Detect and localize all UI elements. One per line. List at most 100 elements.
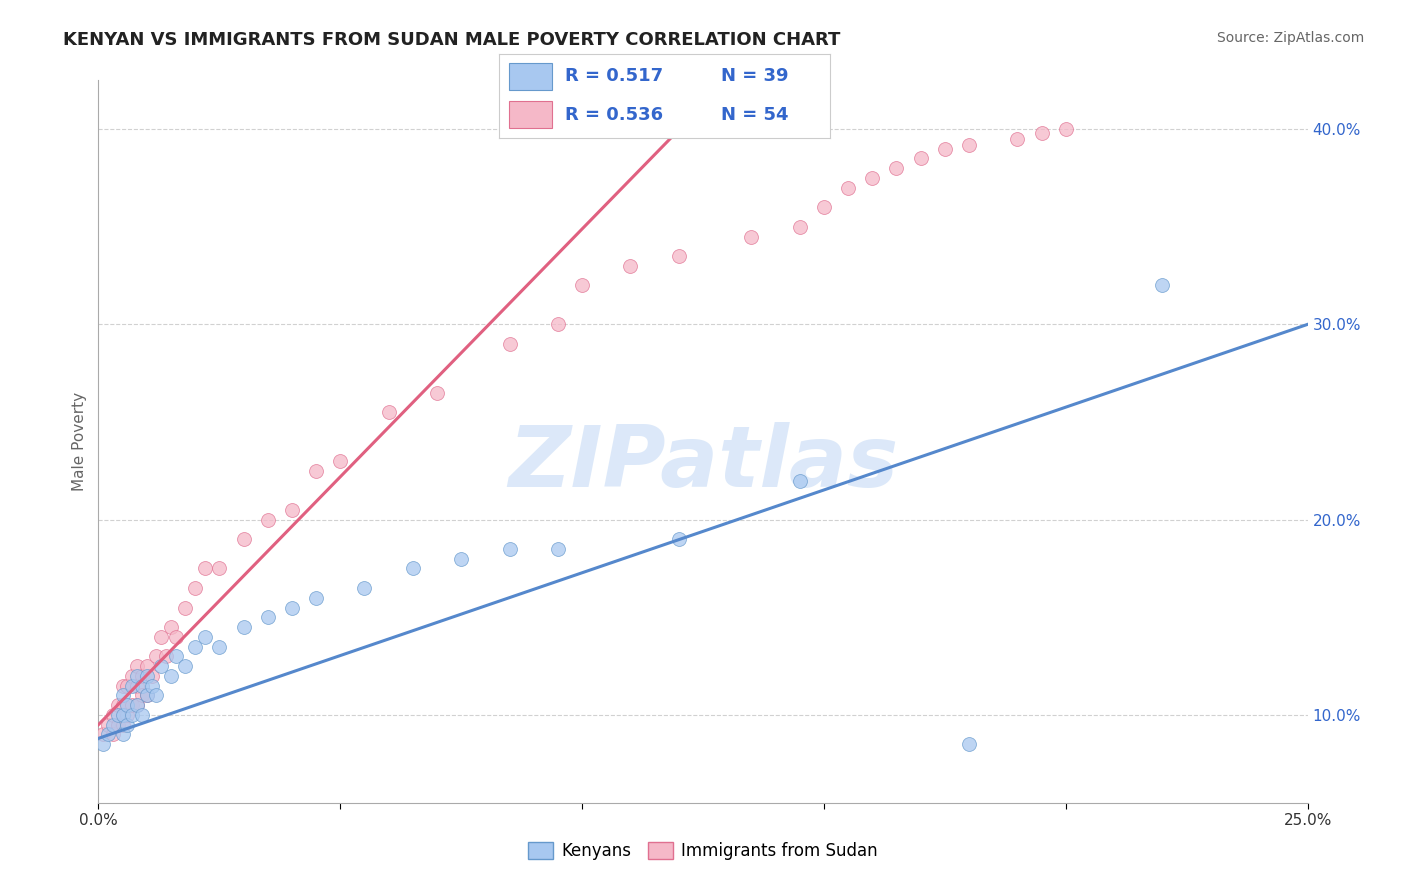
Point — [837, 180, 859, 194]
Point — [101, 717, 124, 731]
Point — [141, 679, 163, 693]
Point — [232, 532, 254, 546]
Point — [1152, 278, 1174, 293]
Point — [232, 620, 254, 634]
Point — [117, 717, 139, 731]
Bar — [509, 62, 553, 90]
Y-axis label: Male Poverty: Male Poverty — [72, 392, 87, 491]
Point — [97, 727, 120, 741]
Point — [107, 698, 129, 713]
Point — [174, 600, 197, 615]
Point — [117, 679, 139, 693]
Point — [498, 541, 520, 556]
Point — [127, 679, 149, 693]
Point — [111, 717, 134, 731]
Bar — [509, 101, 553, 128]
Point — [150, 630, 173, 644]
Point — [860, 170, 883, 185]
Point — [353, 581, 375, 595]
Point — [155, 649, 177, 664]
Point — [127, 659, 149, 673]
Point — [107, 707, 129, 722]
Point — [127, 698, 149, 713]
Point — [111, 698, 134, 713]
Point — [121, 698, 143, 713]
Point — [184, 581, 207, 595]
Text: R = 0.517: R = 0.517 — [565, 68, 664, 86]
Point — [305, 591, 328, 605]
Point — [174, 659, 197, 673]
Point — [910, 152, 932, 166]
Point — [1007, 132, 1029, 146]
Point — [101, 727, 124, 741]
Point — [402, 561, 425, 575]
Point — [256, 610, 278, 624]
Point — [957, 737, 980, 751]
Point — [1031, 126, 1053, 140]
Point — [1054, 122, 1077, 136]
Point — [789, 474, 811, 488]
Point — [668, 532, 690, 546]
Text: KENYAN VS IMMIGRANTS FROM SUDAN MALE POVERTY CORRELATION CHART: KENYAN VS IMMIGRANTS FROM SUDAN MALE POV… — [63, 31, 841, 49]
Point — [668, 249, 690, 263]
Point — [547, 541, 569, 556]
Point — [131, 669, 153, 683]
Point — [377, 405, 399, 419]
Point — [426, 385, 449, 400]
Point — [571, 278, 593, 293]
Point — [305, 464, 328, 478]
Point — [194, 630, 217, 644]
Point — [789, 219, 811, 234]
Point — [135, 689, 157, 703]
Point — [184, 640, 207, 654]
Point — [256, 513, 278, 527]
Point — [329, 454, 352, 468]
Text: R = 0.536: R = 0.536 — [565, 105, 664, 123]
Point — [160, 620, 183, 634]
Point — [135, 669, 157, 683]
Point — [121, 669, 143, 683]
Point — [281, 503, 304, 517]
Point — [281, 600, 304, 615]
Text: Source: ZipAtlas.com: Source: ZipAtlas.com — [1216, 31, 1364, 45]
Point — [141, 669, 163, 683]
Point — [957, 137, 980, 152]
Point — [101, 707, 124, 722]
Point — [107, 717, 129, 731]
Point — [111, 727, 134, 741]
Point — [121, 679, 143, 693]
Point — [160, 669, 183, 683]
Text: N = 39: N = 39 — [720, 68, 787, 86]
Point — [813, 200, 835, 214]
Point — [121, 707, 143, 722]
Point — [150, 659, 173, 673]
Point — [91, 737, 114, 751]
Point — [111, 679, 134, 693]
Point — [145, 689, 167, 703]
Point — [131, 679, 153, 693]
Point — [886, 161, 908, 176]
Point — [208, 561, 231, 575]
Point — [111, 707, 134, 722]
Point — [111, 689, 134, 703]
Point — [97, 717, 120, 731]
Text: ZIPatlas: ZIPatlas — [508, 422, 898, 505]
Point — [740, 229, 762, 244]
Point — [127, 698, 149, 713]
Point — [498, 337, 520, 351]
Point — [165, 630, 187, 644]
Point — [135, 689, 157, 703]
Point — [547, 318, 569, 332]
Point — [117, 698, 139, 713]
Point — [135, 659, 157, 673]
Point — [117, 707, 139, 722]
Legend: Kenyans, Immigrants from Sudan: Kenyans, Immigrants from Sudan — [522, 835, 884, 867]
Point — [145, 649, 167, 664]
Point — [131, 689, 153, 703]
Point — [127, 669, 149, 683]
Point — [165, 649, 187, 664]
Point — [131, 707, 153, 722]
Point — [450, 551, 472, 566]
Point — [91, 727, 114, 741]
Point — [619, 259, 641, 273]
